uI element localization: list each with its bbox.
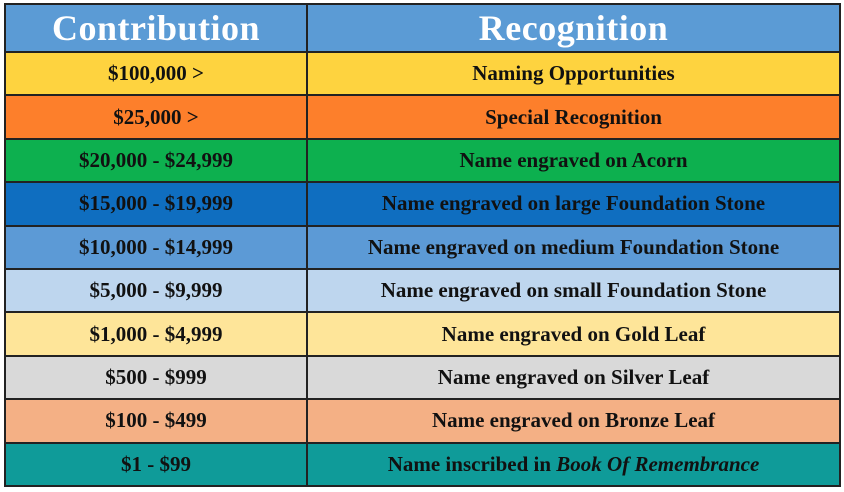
recognition-cell: Naming Opportunities — [306, 50, 841, 97]
contribution-cell: $5,000 - $9,999 — [4, 267, 308, 314]
recognition-cell: Special Recognition — [306, 94, 841, 140]
contribution-cell: $1 - $99 — [4, 441, 308, 488]
recognition-cell: Name engraved on small Foundation Stone — [306, 267, 841, 314]
contribution-cell: $100,000 > — [4, 50, 308, 97]
table-row: $10,000 - $14,999 Name engraved on mediu… — [4, 224, 841, 270]
recognition-cell: Name engraved on medium Foundation Stone — [306, 224, 841, 270]
table-row: $25,000 > Special Recognition — [4, 94, 841, 140]
header-contribution: Contribution — [4, 3, 308, 53]
table-row: $100 - $499 Name engraved on Bronze Leaf — [4, 398, 841, 444]
contribution-cell: $15,000 - $19,999 — [4, 181, 308, 227]
contribution-cell: $1,000 - $4,999 — [4, 311, 308, 357]
contribution-cell: $25,000 > — [4, 94, 308, 140]
table-row: $100,000 > Naming Opportunities — [4, 50, 841, 97]
contribution-cell: $100 - $499 — [4, 398, 308, 444]
recognition-table: Contribution Recognition $100,000 > Nami… — [4, 3, 841, 488]
recognition-table-container: Contribution Recognition $100,000 > Nami… — [4, 3, 841, 488]
recognition-cell: Name inscribed in Book Of Remembrance — [306, 441, 841, 488]
header-row: Contribution Recognition — [4, 3, 841, 53]
recognition-cell: Name engraved on large Foundation Stone — [306, 181, 841, 227]
table-row: $500 - $999 Name engraved on Silver Leaf — [4, 354, 841, 401]
table-row: $1,000 - $4,999 Name engraved on Gold Le… — [4, 311, 841, 357]
contribution-cell: $500 - $999 — [4, 354, 308, 401]
recognition-cell: Name engraved on Bronze Leaf — [306, 398, 841, 444]
recognition-prefix: Name inscribed in — [387, 451, 552, 476]
table-row: $20,000 - $24,999 Name engraved on Acorn — [4, 137, 841, 184]
book-title: Book Of Remembrance — [556, 451, 760, 476]
table-row: $15,000 - $19,999 Name engraved on large… — [4, 181, 841, 227]
header-recognition: Recognition — [306, 3, 841, 53]
recognition-cell: Name engraved on Acorn — [306, 137, 841, 184]
recognition-cell: Name engraved on Silver Leaf — [306, 354, 841, 401]
table-row: $5,000 - $9,999 Name engraved on small F… — [4, 267, 841, 314]
contribution-cell: $10,000 - $14,999 — [4, 224, 308, 270]
table-row: $1 - $99 Name inscribed in Book Of Remem… — [4, 441, 841, 488]
recognition-cell: Name engraved on Gold Leaf — [306, 311, 841, 357]
contribution-cell: $20,000 - $24,999 — [4, 137, 308, 184]
